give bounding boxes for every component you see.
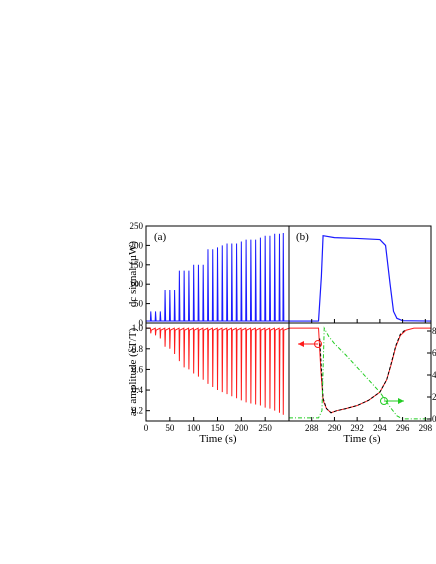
xtick-label: 294 (373, 423, 387, 433)
ytick-label: 0.2 (132, 406, 143, 416)
xtick-label: 200 (235, 423, 249, 433)
xtick-label: 288 (305, 423, 319, 433)
right-ytick-label: 6 (432, 348, 436, 358)
xlabel-left: Time (s) (199, 433, 237, 445)
xtick-label: 298 (419, 423, 433, 433)
zoom-series-0 (289, 327, 431, 414)
ytick-label: 100 (130, 279, 144, 289)
panel-a-top: 0 50 100 150 200 250 (130, 221, 289, 328)
xtick-label: 0 (144, 423, 149, 433)
red-arrow-annotation (298, 340, 322, 348)
ac-amplitude-trace (146, 327, 290, 415)
xtick-label: 290 (328, 423, 342, 433)
right-ytick-label: 2 (432, 392, 436, 402)
ytick-label: 0.6 (132, 364, 144, 374)
xtick-label: 296 (396, 423, 410, 433)
xtick-label: 292 (350, 423, 364, 433)
xlabel-right: Time (s) (343, 433, 381, 445)
ylabel-ac-amplitude: ac amplitude (δT/T) (127, 328, 139, 417)
panel-a-bottom: 0.2 0.4 0.6 0.8 1.0 0 50 100 150 200 250 (132, 323, 290, 433)
xtick-label: 50 (165, 423, 175, 433)
ytick-label: 1.0 (132, 323, 144, 333)
green-arrow-annotation (380, 397, 404, 405)
ytick-label: 200 (130, 240, 144, 250)
panel-label-b: (b) (296, 231, 309, 243)
zoom-series-1 (319, 328, 407, 414)
dc-signal-zoom-trace (289, 234, 432, 322)
ytick-label: 0 (139, 318, 144, 328)
ytick-label: 250 (130, 221, 144, 231)
ytick-label: 0.4 (132, 385, 144, 395)
right-ytick-label: 4 (432, 370, 436, 380)
panel-b-top (289, 234, 432, 323)
ytick-label: 0.8 (132, 344, 144, 354)
dc-signal-trace (146, 232, 289, 322)
xtick-label: 100 (187, 423, 201, 433)
ytick-label: 50 (134, 299, 144, 309)
zoom-series-2 (289, 326, 431, 420)
right-ytick-label: 8 (432, 326, 436, 336)
panel-label-a: (a) (154, 231, 167, 243)
ylabel-dc-signal: dc signal (µW) (127, 241, 139, 308)
xtick-label: 150 (211, 423, 225, 433)
xtick-label: 250 (258, 423, 272, 433)
ytick-label: 150 (130, 260, 144, 270)
right-ytick-label: 0 (432, 414, 436, 424)
